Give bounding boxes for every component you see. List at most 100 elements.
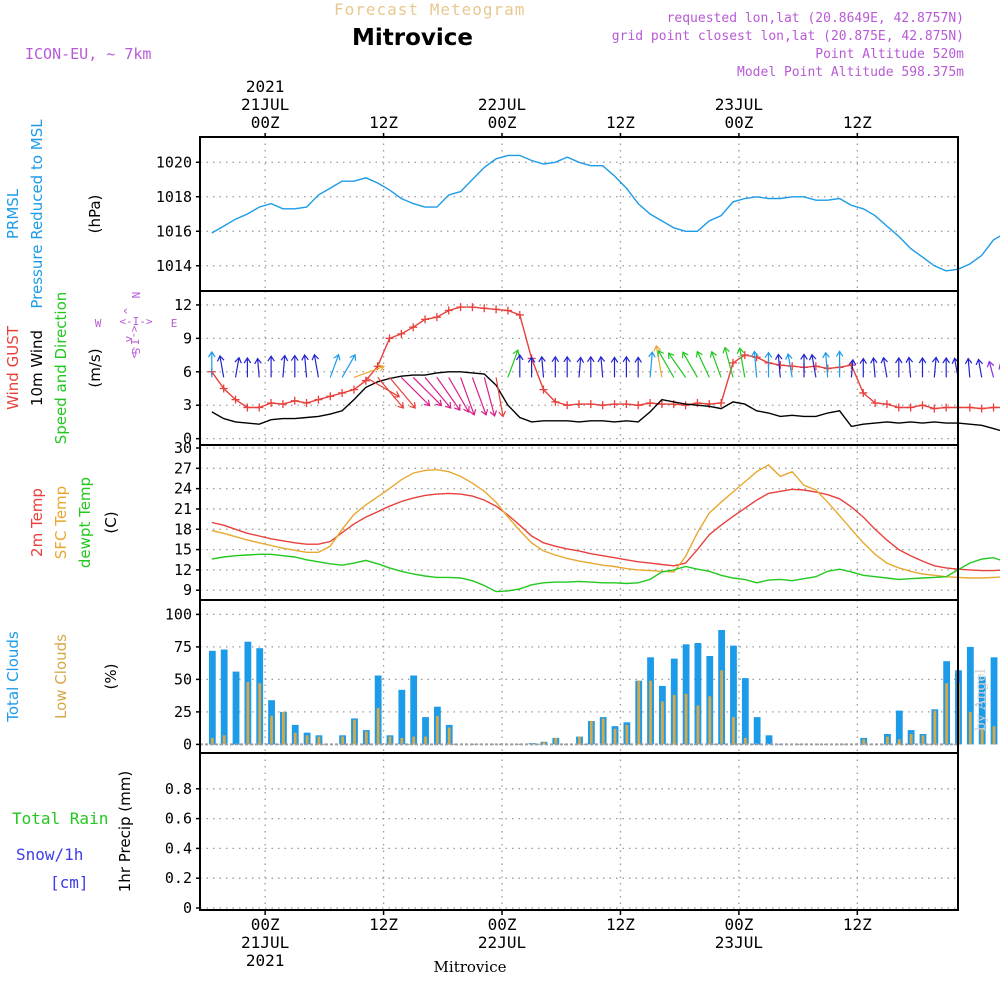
top-time-label: 21JUL: [241, 95, 289, 114]
low-cloud-bar: [270, 715, 273, 745]
gust-marker: [575, 400, 583, 409]
compass-down: v: [122, 335, 135, 342]
wind-arrow: [341, 353, 357, 378]
gust-marker: [989, 403, 998, 412]
low-cloud-bar: [862, 739, 866, 745]
low-cloud-bar: [649, 680, 652, 745]
gust-marker: [468, 303, 477, 312]
y-tick-label: 0.4: [165, 839, 192, 857]
gust-marker: [349, 385, 358, 394]
wind-arrow: [986, 360, 995, 378]
low-cloud-bar: [376, 708, 380, 745]
wind-arrow: [436, 377, 461, 411]
low-cloud-bar: [661, 701, 664, 745]
gust-marker: [622, 400, 631, 409]
top-time-label: 12Z: [606, 113, 635, 132]
wind-arrow: [848, 358, 857, 378]
low-cloud-bar: [589, 721, 593, 745]
y-axis-label: (C): [102, 511, 120, 533]
gust-marker: [563, 401, 572, 410]
wind-arrow: [538, 355, 546, 378]
top-time-label: 00Z: [251, 113, 280, 132]
low-cloud-bar: [601, 718, 605, 745]
low-cloud-bar: [909, 734, 913, 745]
wind-arrow: [764, 351, 773, 378]
bottom-time-label: 00Z: [724, 915, 753, 934]
wind-arrow: [835, 350, 844, 378]
low-cloud-bar: [696, 705, 700, 745]
y-tick-label: 0.8: [165, 780, 192, 798]
gust-marker: [681, 401, 690, 410]
gust-marker: [492, 305, 501, 314]
wind-arrow: [695, 350, 710, 378]
gust-marker: [456, 303, 465, 312]
wind-arrow: [527, 356, 536, 378]
gust-marker: [444, 306, 453, 315]
wind-arrow: [682, 351, 698, 378]
y-tick-label: 9: [183, 581, 192, 599]
gust-marker: [267, 398, 276, 407]
y-axis-label: Low Clouds: [52, 634, 70, 719]
precip-panel-frame: [199, 752, 959, 911]
wind-arrow: [551, 355, 560, 378]
gust-marker: [882, 400, 891, 409]
bottom-time-label: 2021: [246, 951, 285, 970]
wind-arrow: [576, 356, 585, 378]
top-time-label: 12Z: [843, 113, 872, 132]
low-cloud-bar: [886, 736, 889, 745]
low-cloud-bar: [542, 741, 546, 745]
wind-arrow: [822, 351, 830, 378]
total-cloud-bar: [765, 735, 773, 745]
total-cloud-bar: [694, 643, 702, 745]
gust-marker: [610, 400, 619, 409]
top-time-label: 00Z: [724, 113, 753, 132]
precip-legend-label: Snow/1h: [16, 845, 83, 864]
wind-arrow: [931, 356, 940, 378]
wind-arrow: [471, 377, 489, 416]
gust-marker: [338, 388, 347, 397]
y-axis-label: Total Clouds: [4, 631, 22, 723]
wind-arrow: [722, 346, 734, 378]
wind-arrow: [894, 356, 903, 378]
point-altitude: Point Altitude 520m: [815, 47, 964, 62]
wind-arrow: [808, 353, 817, 378]
gust-marker: [717, 398, 726, 407]
y-tick-label: 12: [174, 561, 192, 579]
gust-marker: [586, 400, 595, 409]
bottom-time-label: 21JUL: [241, 933, 289, 952]
y-tick-label: 27: [174, 459, 192, 477]
wind-arrow: [389, 377, 416, 409]
wind-arrow: [377, 377, 405, 409]
compass-vertical: <-I->: [128, 325, 141, 358]
y-axis-label: (%): [102, 664, 120, 690]
low-cloud-bar: [921, 735, 925, 745]
requested-coords: requested lon,lat (20.8649E, 42.8757N): [666, 11, 964, 26]
wind-arrow: [400, 376, 431, 407]
wind-arrow: [998, 362, 1000, 370]
gust-marker: [255, 403, 264, 412]
gust-marker: [906, 403, 915, 412]
gust-marker: [515, 310, 524, 319]
wind-arrow: [709, 350, 722, 378]
gust-marker: [397, 329, 406, 338]
total-cloud-bar: [220, 649, 228, 745]
wind-arrow: [412, 376, 443, 407]
wind-arrow: [774, 353, 783, 378]
2m-temp-line: [211, 488, 1000, 572]
low-cloud-bar: [708, 696, 712, 745]
gust-marker: [409, 323, 418, 332]
y-axis-label: PRMSL: [4, 188, 22, 239]
page-title: Mitrovice: [352, 25, 474, 51]
y-axis-label: Wind GUST: [4, 325, 22, 410]
gust-marker: [811, 362, 820, 371]
gust-marker: [219, 384, 228, 393]
y-tick-label: 24: [174, 480, 192, 498]
low-cloud-bar: [246, 682, 250, 745]
watermark-credit: by Angel: [973, 668, 989, 731]
10m-wind-line: [211, 371, 1000, 432]
gust-marker: [788, 362, 797, 371]
wind-arrow: [905, 356, 914, 378]
y-tick-label: 0: [183, 899, 192, 917]
low-cloud-bar: [447, 727, 451, 745]
